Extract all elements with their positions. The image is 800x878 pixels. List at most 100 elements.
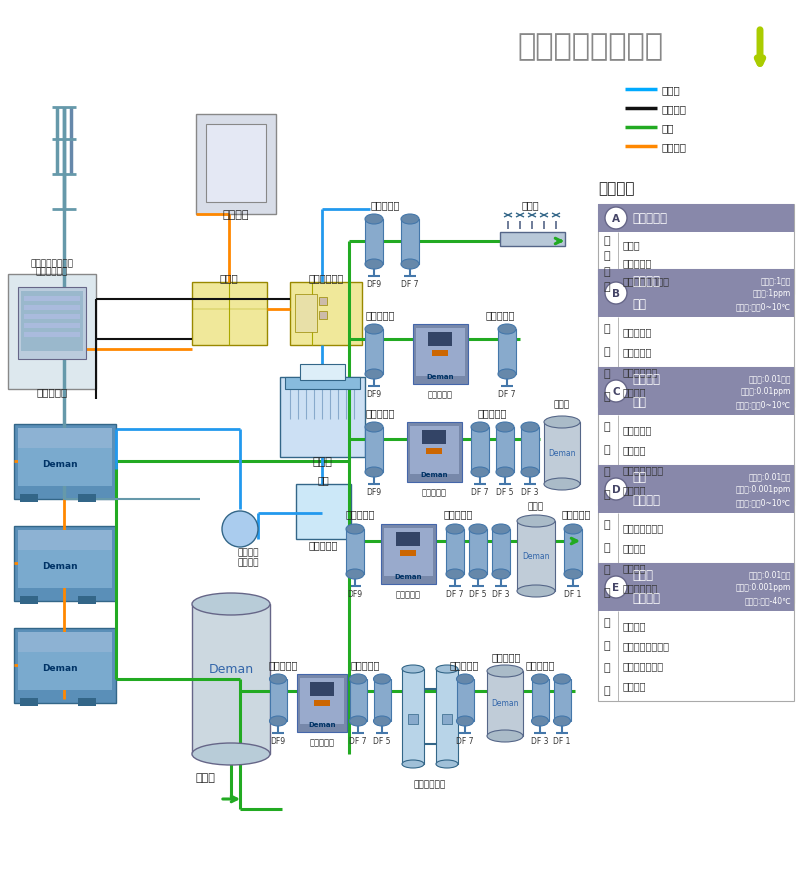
- Ellipse shape: [374, 716, 390, 726]
- Text: 洁净气体: 洁净气体: [632, 592, 660, 604]
- Text: 空气过滤器: 空气过滤器: [350, 659, 380, 669]
- Text: 机械铸造业: 机械铸造业: [623, 258, 652, 268]
- Text: 一般工厂: 一般工厂: [632, 275, 660, 288]
- Text: 压缩空气净化系统: 压缩空气净化系统: [517, 32, 663, 61]
- Text: 含油份:0.01ppm: 含油份:0.01ppm: [741, 386, 791, 396]
- Text: 医药和食品制造: 医药和食品制造: [623, 522, 664, 532]
- Text: 用气: 用气: [632, 298, 646, 311]
- Text: 控制电气: 控制电气: [661, 104, 686, 114]
- Ellipse shape: [446, 569, 464, 579]
- Text: 途: 途: [604, 282, 610, 291]
- Bar: [18, 530, 112, 588]
- Text: DF9: DF9: [366, 390, 382, 399]
- Text: 自动联控盘: 自动联控盘: [36, 386, 68, 397]
- Text: DF 7: DF 7: [350, 737, 366, 745]
- Text: Deman: Deman: [42, 664, 78, 673]
- Bar: [428, 333, 452, 347]
- Text: DF9: DF9: [366, 280, 382, 289]
- Ellipse shape: [401, 215, 419, 225]
- Text: 含油份:0.001ppm: 含油份:0.001ppm: [736, 582, 791, 591]
- Bar: [554, 680, 571, 721]
- Bar: [598, 368, 794, 415]
- Bar: [270, 680, 287, 721]
- Bar: [24, 297, 80, 302]
- Text: 吸附式干燥机: 吸附式干燥机: [414, 780, 446, 788]
- Text: Deman: Deman: [394, 573, 422, 579]
- Text: 超干燥: 超干燥: [632, 569, 653, 582]
- Ellipse shape: [531, 716, 549, 726]
- Text: DF 3: DF 3: [522, 488, 538, 497]
- Text: 气: 气: [604, 324, 610, 334]
- Bar: [20, 698, 38, 706]
- Bar: [365, 428, 383, 472]
- Text: 空气过滤器: 空气过滤器: [526, 659, 554, 669]
- Bar: [297, 674, 347, 732]
- Bar: [285, 378, 360, 390]
- Ellipse shape: [365, 370, 383, 379]
- Ellipse shape: [544, 416, 580, 428]
- Text: 用: 用: [604, 266, 610, 277]
- Bar: [319, 312, 327, 320]
- Text: 含油份:0.001ppm: 含油份:0.001ppm: [736, 485, 791, 493]
- Ellipse shape: [517, 586, 555, 597]
- Circle shape: [222, 511, 258, 547]
- Ellipse shape: [487, 730, 523, 742]
- Ellipse shape: [498, 370, 516, 379]
- Text: 空气过滤器: 空气过滤器: [366, 407, 394, 418]
- Ellipse shape: [517, 515, 555, 528]
- Bar: [471, 428, 489, 472]
- Text: DF9: DF9: [366, 488, 382, 497]
- Ellipse shape: [496, 422, 514, 433]
- Ellipse shape: [350, 716, 366, 726]
- Text: B: B: [612, 289, 620, 299]
- Bar: [498, 329, 516, 375]
- Text: 气: 气: [604, 421, 610, 432]
- Bar: [8, 275, 96, 390]
- Bar: [374, 680, 391, 721]
- Bar: [21, 291, 83, 351]
- Text: 普通纺织业: 普通纺织业: [623, 327, 652, 336]
- Text: 空气: 空气: [661, 123, 674, 133]
- Text: DF9: DF9: [270, 737, 286, 745]
- Text: 冷冻干燥机: 冷冻干燥机: [422, 488, 446, 497]
- Bar: [280, 378, 365, 457]
- Ellipse shape: [469, 569, 487, 579]
- Text: 质: 质: [604, 542, 610, 552]
- Text: 质: 质: [604, 346, 610, 356]
- Ellipse shape: [564, 524, 582, 535]
- Text: 空气过滤器: 空气过滤器: [443, 508, 473, 518]
- Text: Deman: Deman: [548, 449, 576, 458]
- Bar: [402, 669, 424, 764]
- Ellipse shape: [469, 524, 487, 535]
- Text: Deman: Deman: [491, 699, 518, 708]
- Bar: [457, 680, 474, 721]
- Bar: [365, 220, 383, 264]
- Text: 工业循环: 工业循环: [238, 548, 258, 557]
- Text: E: E: [613, 582, 619, 593]
- Text: 途: 途: [604, 587, 610, 597]
- Ellipse shape: [365, 260, 383, 270]
- Text: 机械制造业: 机械制造业: [623, 347, 652, 356]
- Text: DF 1: DF 1: [564, 590, 582, 599]
- Text: 质: 质: [604, 640, 610, 650]
- Bar: [192, 604, 270, 754]
- Ellipse shape: [436, 760, 458, 768]
- Text: Deman: Deman: [42, 460, 78, 469]
- Ellipse shape: [492, 569, 510, 579]
- Bar: [532, 680, 549, 721]
- Text: 储气罐: 储气罐: [528, 502, 544, 511]
- Text: DF 5: DF 5: [374, 737, 390, 745]
- Ellipse shape: [446, 524, 464, 535]
- Text: 呼吸用气: 呼吸用气: [623, 543, 646, 552]
- Text: 增压水泵: 增压水泵: [238, 558, 258, 567]
- Ellipse shape: [521, 422, 539, 433]
- Ellipse shape: [492, 524, 510, 535]
- Circle shape: [605, 380, 627, 402]
- Bar: [598, 465, 794, 603]
- Text: 用: 用: [604, 565, 610, 574]
- Text: 医药、食品、化工: 医药、食品、化工: [623, 640, 670, 651]
- Text: 空气过滤器: 空气过滤器: [366, 310, 394, 320]
- Text: 气: 气: [604, 235, 610, 246]
- Bar: [295, 295, 317, 333]
- Text: 气缸、电磁阀: 气缸、电磁阀: [623, 367, 658, 377]
